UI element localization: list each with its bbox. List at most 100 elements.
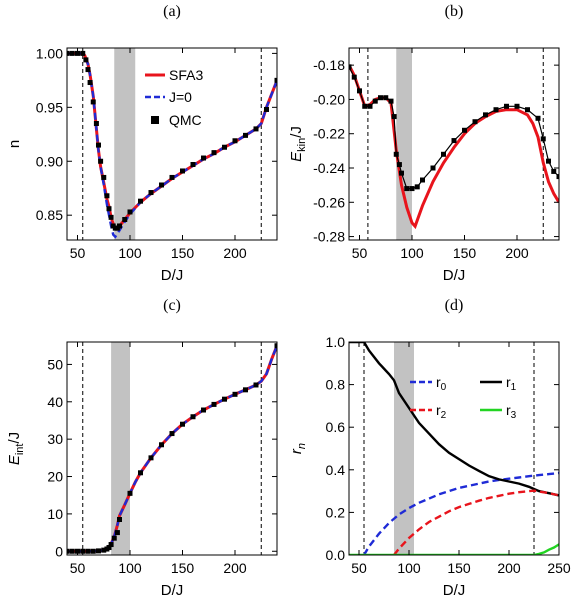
x-tick-label: 100 (397, 560, 421, 576)
data-point-QMC (493, 107, 499, 113)
shaded-region (394, 342, 414, 555)
y-tick-label: -0.26 (313, 194, 345, 210)
y-tick-label: -0.28 (313, 229, 345, 245)
y-tick-label: 0.8 (326, 377, 346, 393)
data-point-QMC (159, 442, 164, 448)
data-point-QMC (274, 343, 277, 349)
x-tick-label: 100 (118, 245, 142, 261)
data-point-QMC (378, 95, 383, 101)
data-point-QMC (462, 127, 467, 133)
data-point-QMC (106, 206, 112, 212)
y-tick-label: 0.2 (326, 504, 346, 520)
data-point-QMC (351, 74, 357, 80)
data-point-QMC (441, 151, 446, 157)
data-point-QMC (101, 174, 107, 180)
x-tick-label: 50 (351, 560, 367, 576)
data-point-QMC (104, 193, 110, 199)
y-tick-label: 1.0 (326, 334, 346, 350)
series-line-SFA3 (67, 345, 277, 553)
data-point-QMC (80, 548, 86, 554)
data-point-QMC (349, 64, 352, 70)
data-point-QMC (243, 132, 248, 138)
series-line-r3 (349, 543, 559, 555)
chart-panel-1: 50 100 150 200 0.85 0.90 0.95 1.00 (a) D/J n (6, 3, 278, 284)
data-point-QMC (96, 142, 101, 148)
data-point-QMC (232, 391, 238, 397)
chart-panel-2: 50 100 150 200 -0.28 -0.26 -0.24 -0.22 -0.20 -0.1… (288, 3, 560, 284)
data-point-QMC (264, 106, 269, 112)
y-tick-label: 20 (47, 469, 63, 485)
y-tick-label: 0.4 (326, 462, 346, 478)
data-point-QMC (396, 162, 402, 168)
x-tick-label: 100 (118, 560, 142, 576)
data-point-QMC (514, 103, 520, 109)
y-tick-label: 0.0 (326, 547, 346, 563)
data-point-QMC (180, 421, 185, 427)
plot-area (349, 64, 559, 230)
data-point-QMC (85, 548, 91, 554)
panel-label: (a) (163, 3, 181, 20)
data-point-QMC (383, 95, 389, 101)
data-point-QMC (90, 548, 96, 554)
panel-label: (c) (163, 297, 181, 314)
x-tick-label: 250 (547, 560, 571, 576)
data-point-QMC (357, 88, 362, 94)
data-point-QMC (201, 155, 206, 161)
y-tick-label: 0.95 (36, 99, 63, 115)
x-tick-label: 100 (400, 245, 424, 261)
data-point-QMC (556, 174, 559, 180)
series-line-J=0 (67, 52, 277, 239)
data-point-QMC (96, 548, 101, 554)
y-tick-label: 0.90 (36, 153, 63, 169)
data-point-QMC (122, 217, 128, 223)
data-point-QMC (201, 407, 206, 413)
y-axis-label: Eint/J (6, 432, 26, 465)
data-point-QMC (420, 177, 425, 183)
x-tick-label: 200 (223, 245, 247, 261)
data-point-QMC (472, 119, 478, 125)
data-point-QMC (551, 168, 557, 174)
data-point-QMC (372, 98, 378, 104)
data-point-QMC (253, 382, 259, 388)
plot-area (67, 50, 277, 239)
data-point-QMC (90, 99, 96, 105)
data-point-QMC (399, 170, 404, 176)
panel-label: (b) (445, 3, 464, 20)
data-point-QMC (180, 168, 185, 174)
y-tick-label: 0 (55, 543, 63, 559)
x-tick-label: 150 (171, 245, 195, 261)
x-tick-label: 50 (352, 245, 368, 261)
data-point-QMC (414, 184, 420, 190)
plot-frame (348, 47, 560, 241)
data-point-QMC (430, 165, 436, 171)
data-point-QMC (101, 547, 107, 553)
series-line-J=0 (67, 345, 277, 553)
data-point-QMC (85, 67, 91, 73)
y-tick-label: -0.22 (313, 126, 345, 142)
data-point-QMC (148, 190, 154, 196)
data-point-QMC (409, 186, 415, 192)
x-tick-label: 150 (171, 560, 195, 576)
data-point-QMC (362, 103, 368, 109)
y-tick-label: -0.18 (313, 57, 345, 73)
data-point-QMC (525, 107, 530, 113)
data-point-QMC (108, 214, 114, 220)
y-axis-label: Ekin/J (288, 126, 308, 162)
data-point-QMC (388, 98, 394, 104)
data-point-QMC (69, 50, 75, 56)
x-tick-label: 50 (70, 560, 86, 576)
x-axis-label: D/J (443, 582, 466, 599)
plot-frame (66, 341, 278, 556)
data-point-QMC (159, 182, 164, 188)
data-point-QMC (232, 138, 238, 144)
data-point-QMC (211, 401, 217, 407)
legend-swatch (151, 116, 159, 124)
shaded-region (111, 342, 130, 555)
y-tick-label: -0.24 (313, 160, 345, 176)
data-point-QMC (243, 387, 248, 393)
series-line-SFA3 (349, 64, 559, 230)
data-point-QMC (111, 535, 117, 541)
shaded-region (396, 48, 412, 240)
y-axis-label: rn (288, 443, 308, 454)
